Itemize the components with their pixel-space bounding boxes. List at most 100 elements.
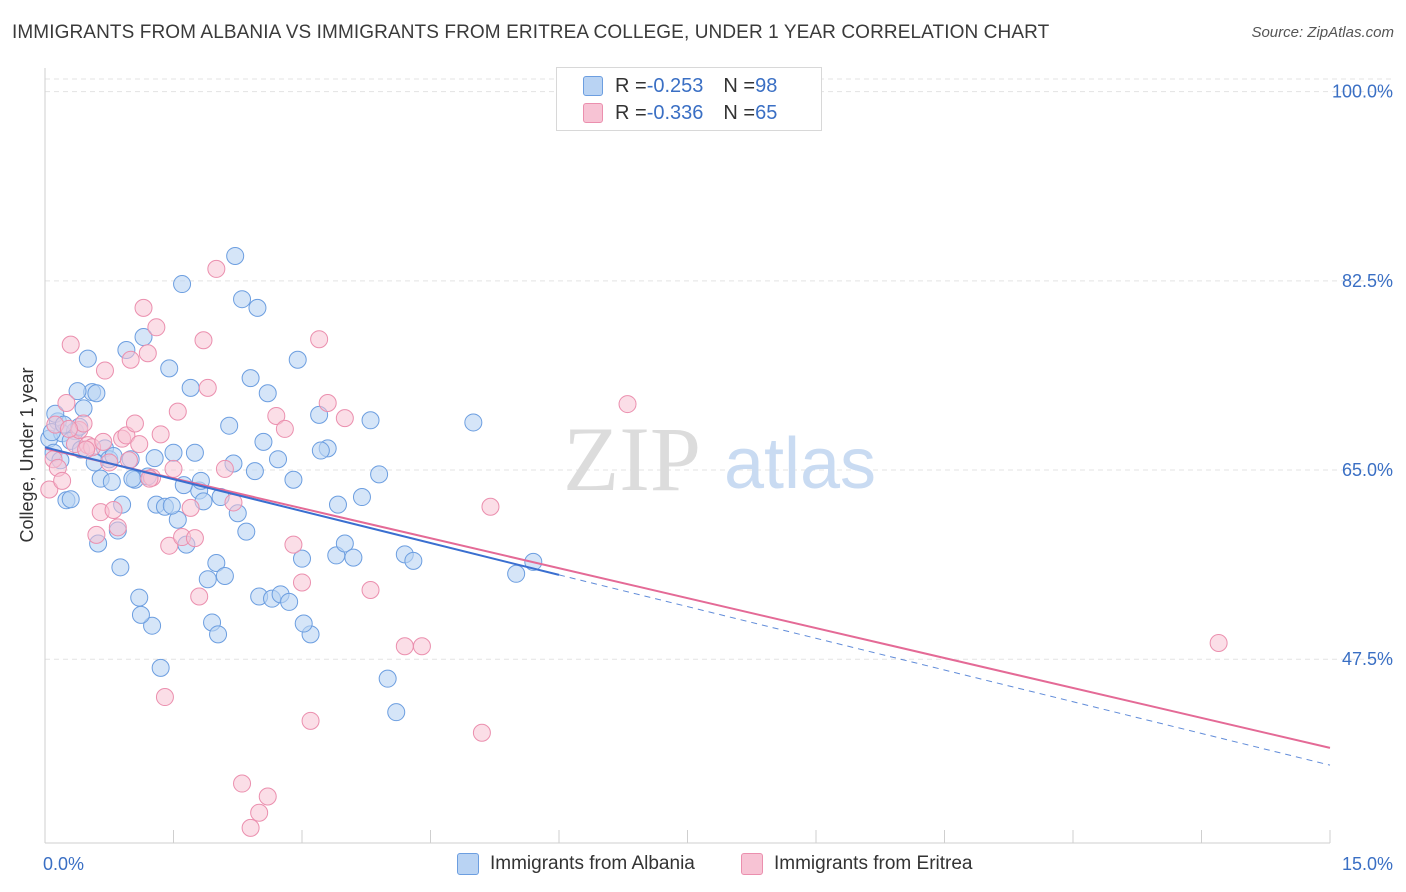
albania-point: [226, 246, 245, 265]
albania-point: [237, 522, 256, 541]
albania-point: [254, 432, 273, 451]
eritrea-legend-swatch: [741, 853, 763, 875]
albania-point: [378, 669, 397, 688]
y-tick-label: 65.0%: [1342, 460, 1393, 480]
albania-point: [258, 384, 277, 403]
gridlines: [45, 78, 1395, 660]
albania-point: [328, 495, 347, 514]
albania-point: [164, 443, 183, 462]
albania-point: [143, 616, 162, 635]
albania-point: [185, 443, 204, 462]
eritrea-point: [293, 573, 311, 592]
albania-point: [130, 588, 149, 607]
albania-point: [78, 349, 97, 368]
eritrea-trend-line: [44, 447, 1331, 749]
eritrea-point: [198, 378, 217, 397]
bottom-legend-albania: Immigrants from Albania: [457, 852, 695, 876]
y-axis-label: College, Under 1 year: [17, 367, 37, 542]
eritrea-point: [61, 335, 80, 354]
legend-r-label: R =: [615, 74, 647, 97]
watermark-zip: ZIP: [563, 408, 701, 510]
albania-legend-label: Immigrants from Albania: [490, 853, 695, 874]
eritrea-swatch: [583, 103, 603, 123]
albania-legend-swatch: [457, 853, 479, 875]
tick-labels: 47.5% 65.0% 82.5% 100.0% 0.0% 15.0%: [43, 82, 1393, 874]
eritrea-point: [275, 419, 294, 438]
albania-point: [68, 382, 87, 401]
eritrea-point: [284, 535, 303, 554]
trend-lines: [44, 446, 1331, 766]
eritrea-point: [250, 803, 269, 822]
albania-point: [241, 369, 260, 388]
eritrea-point: [335, 409, 354, 428]
albania-trend-extension: [558, 574, 1331, 766]
eritrea-point: [241, 818, 260, 837]
x-tick-label-start: 0.0%: [43, 854, 84, 874]
eritrea-legend-label: Immigrants from Eritrea: [774, 853, 973, 874]
eritrea-point: [258, 787, 277, 806]
legend-row-albania: R = -0.253 N = 98: [583, 73, 777, 99]
legend-n-value: 65: [755, 101, 778, 124]
albania-point: [74, 399, 93, 418]
eritrea-point: [53, 471, 72, 490]
eritrea-point: [267, 406, 286, 425]
albania-point: [87, 384, 106, 403]
albania-point: [288, 350, 307, 369]
albania-point: [207, 553, 226, 572]
eritrea-point: [151, 425, 170, 444]
eritrea-point: [481, 497, 500, 516]
bottom-legend-eritrea: Immigrants from Eritrea: [741, 852, 972, 876]
eritrea-point: [1209, 633, 1228, 652]
eritrea-point: [94, 432, 113, 451]
eritrea-point: [57, 393, 76, 412]
eritrea-point: [138, 344, 157, 363]
eritrea-point: [233, 774, 252, 793]
albania-series: [40, 246, 543, 722]
albania-point: [387, 703, 406, 722]
albania-point: [361, 411, 380, 430]
eritrea-point: [168, 402, 187, 421]
albania-point: [198, 570, 217, 589]
albania-point: [160, 359, 179, 378]
albania-point: [61, 490, 80, 509]
albania-point: [370, 465, 389, 484]
albania-point: [131, 605, 150, 624]
eritrea-point: [147, 318, 166, 337]
eritrea-point: [40, 480, 59, 499]
legend-n-label: N =: [723, 74, 756, 97]
legend-r-value: -0.336: [646, 101, 704, 124]
eritrea-point: [125, 414, 144, 433]
albania-trend-line: [44, 446, 560, 576]
albania-point: [269, 450, 288, 469]
eritrea-point: [395, 637, 414, 656]
albania-point: [245, 462, 264, 481]
albania-point: [344, 548, 363, 567]
y-tick-label: 82.5%: [1342, 271, 1393, 291]
eritrea-point: [185, 529, 204, 548]
eritrea-point: [207, 259, 226, 278]
watermark-atlas: atlas: [724, 424, 876, 504]
albania-point: [102, 472, 121, 491]
eritrea-point: [121, 350, 140, 369]
albania-point: [464, 413, 483, 432]
albania-point: [233, 290, 252, 309]
albania-point: [215, 566, 234, 585]
eritrea-point: [181, 498, 200, 517]
eritrea-point: [95, 361, 114, 380]
albania-point: [335, 534, 354, 553]
albania-point: [151, 658, 170, 677]
eritrea-point: [412, 637, 431, 656]
eritrea-point: [59, 419, 78, 438]
eritrea-point: [215, 459, 234, 478]
y-tick-label: 100.0%: [1332, 82, 1393, 102]
eritrea-point: [87, 525, 106, 544]
eritrea-point: [472, 723, 491, 742]
albania-point: [220, 416, 239, 435]
eritrea-point: [108, 518, 127, 537]
albania-point: [209, 625, 228, 644]
albania-point: [145, 449, 164, 468]
legend-n-label: N =: [723, 101, 756, 124]
eritrea-point: [130, 435, 149, 454]
albania-point: [248, 298, 267, 317]
